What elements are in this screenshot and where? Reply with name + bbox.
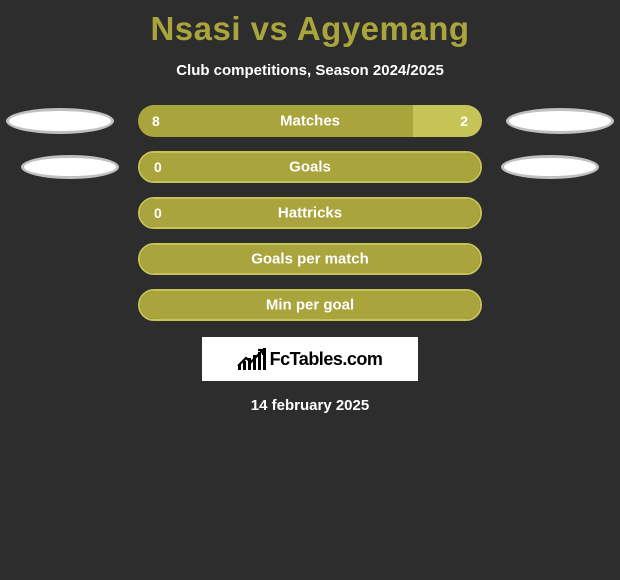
stat-bar-left xyxy=(140,291,480,319)
stat-row: 82Matches xyxy=(0,105,620,137)
stat-bar-right: 2 xyxy=(413,105,482,137)
logo-chart-icon xyxy=(238,348,266,370)
subtitle: Club competitions, Season 2024/2025 xyxy=(0,62,620,79)
stat-bar: 0Goals xyxy=(138,151,482,183)
stat-bar-left: 0 xyxy=(140,153,480,181)
infographic-container: Nsasi vs Agyemang Club competitions, Sea… xyxy=(0,0,620,580)
logo-text: FcTables.com xyxy=(270,349,383,370)
stat-rows: 82Matches 0Goals 0Hattricks Goals per match… xyxy=(0,105,620,321)
stat-bar-left xyxy=(140,245,480,273)
stat-bar-left: 0 xyxy=(140,199,480,227)
stats-area: 82Matches 0Goals 0Hattricks Goals per match… xyxy=(0,105,620,321)
stat-bar: Min per goal xyxy=(138,289,482,321)
stat-bar: 82Matches xyxy=(138,105,482,137)
stat-bar: 0Hattricks xyxy=(138,197,482,229)
page-title: Nsasi vs Agyemang xyxy=(0,0,620,48)
stat-bar-left: 8 xyxy=(138,105,413,137)
logo-arrow-icon xyxy=(236,348,266,368)
date-text: 14 february 2025 xyxy=(0,397,620,414)
stat-row: 0Goals xyxy=(0,151,620,183)
stat-row: Min per goal xyxy=(0,289,620,321)
stat-row: Goals per match xyxy=(0,243,620,275)
stat-row: 0Hattricks xyxy=(0,197,620,229)
logo-box: FcTables.com xyxy=(202,337,418,381)
logo: FcTables.com xyxy=(238,348,383,370)
stat-bar: Goals per match xyxy=(138,243,482,275)
